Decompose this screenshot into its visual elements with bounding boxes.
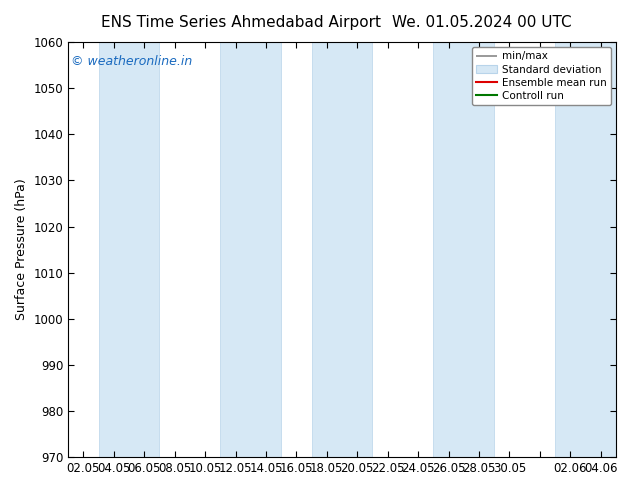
Text: © weatheronline.in: © weatheronline.in (71, 54, 192, 68)
Text: We. 01.05.2024 00 UTC: We. 01.05.2024 00 UTC (392, 15, 572, 30)
Y-axis label: Surface Pressure (hPa): Surface Pressure (hPa) (15, 179, 28, 320)
Bar (99, 42, 160, 457)
Bar (220, 42, 281, 457)
Bar (311, 42, 372, 457)
Text: ENS Time Series Ahmedabad Airport: ENS Time Series Ahmedabad Airport (101, 15, 381, 30)
Bar (555, 42, 616, 457)
Legend: min/max, Standard deviation, Ensemble mean run, Controll run: min/max, Standard deviation, Ensemble me… (472, 47, 611, 105)
Bar (433, 42, 494, 457)
